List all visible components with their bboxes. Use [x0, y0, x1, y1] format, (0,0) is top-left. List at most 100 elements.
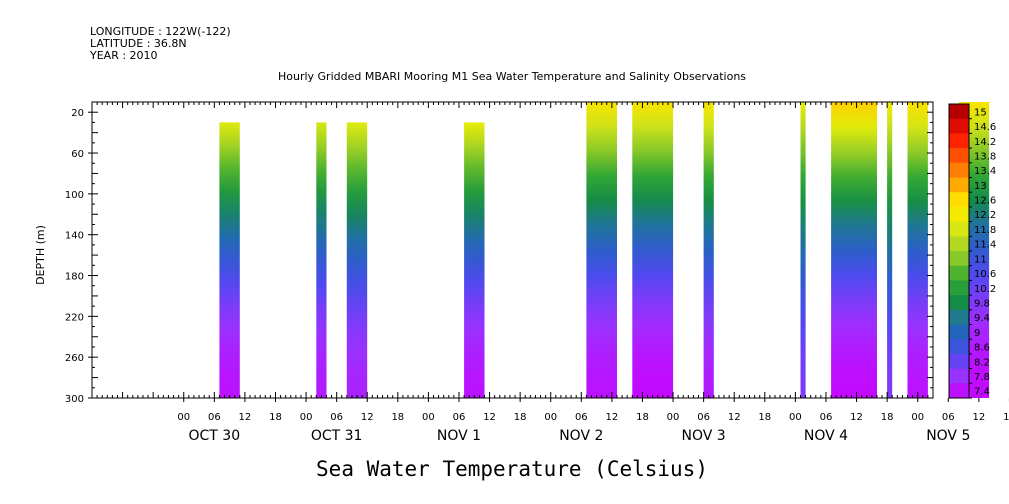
x-tick-label: 18: [1003, 412, 1009, 423]
x-tick-label: 06: [697, 412, 710, 423]
y-tick-label: 260: [65, 353, 84, 364]
colorbar-label: 12.2: [974, 210, 996, 221]
colorbar-label: 9.8: [974, 299, 990, 310]
colorbar-swatch: [949, 162, 969, 178]
colorbar-swatch: [949, 236, 969, 252]
colorbar-swatch: [949, 324, 969, 340]
colorbar-swatch: [949, 133, 969, 149]
day-label: OCT 31: [311, 428, 363, 444]
x-tick-label: 06: [330, 412, 343, 423]
colorbar-label: 11.8: [974, 225, 996, 236]
x-tick-label: 00: [177, 412, 190, 423]
x-tick-label: 18: [514, 412, 527, 423]
x-tick-label: 06: [575, 412, 588, 423]
colorbar-swatch: [949, 368, 969, 384]
colorbar-label: 11.4: [974, 240, 996, 251]
colorbar-swatch: [949, 177, 969, 193]
colorbar-swatch: [949, 265, 969, 281]
colorbar-swatch: [949, 104, 969, 120]
day-label: OCT 30: [189, 428, 241, 444]
latitude-label: LATITUDE : 36.8N: [90, 37, 187, 50]
colorbar-label: 9.4: [974, 313, 990, 324]
data-segment: [346, 122, 368, 399]
bottom-label: Sea Water Temperature (Celsius): [316, 457, 708, 481]
colorbar-swatch: [949, 221, 969, 237]
colorbar-label: 7.4: [974, 387, 990, 398]
colorbar-swatch: [949, 353, 969, 370]
x-tick-label: 06: [453, 412, 466, 423]
colorbar: 15 14.6 14.2 13.8 13.4 13 12.6 12.2 11.8 11.4 11 10…: [948, 103, 996, 399]
colorbar-swatch: [949, 280, 969, 296]
plot-frame: [91, 101, 934, 399]
data-segment: [316, 122, 327, 399]
x-tick-label: 12: [606, 412, 619, 423]
colorbar-label: 13.4: [974, 166, 996, 177]
data-segment: [800, 102, 806, 398]
y-tick-label: 140: [65, 231, 84, 242]
colorbar-swatch: [949, 251, 969, 267]
day-label: NOV 5: [926, 428, 970, 444]
colorbar-swatch: [949, 295, 969, 311]
y-tick-label: 300: [65, 394, 84, 405]
data-segment: [586, 102, 617, 398]
x-tick-label: 12: [850, 412, 863, 423]
data-segment: [831, 102, 877, 398]
colorbar-label: 8.2: [974, 357, 990, 368]
x-tick-label: 00: [789, 412, 802, 423]
colorbar-label: 13: [974, 181, 987, 192]
x-tick-label: 12: [483, 412, 496, 423]
colorbar-label: 11: [974, 254, 987, 265]
y-tick-label: 20: [71, 108, 84, 119]
x-tick-label: 12: [361, 412, 374, 423]
colorbar-label: 12.6: [974, 196, 996, 207]
x-tick-label: 18: [636, 412, 649, 423]
colorbar-label: 10.2: [974, 284, 996, 295]
colorbar-swatch: [949, 192, 969, 208]
data-segment: [703, 102, 714, 398]
longitude-label: LONGITUDE : 122W(-122): [90, 25, 231, 38]
year-label: YEAR : 2010: [89, 49, 158, 62]
x-tick-label: 00: [911, 412, 924, 423]
data-segment: [632, 102, 674, 398]
colorbar-swatch: [949, 339, 969, 355]
colorbar-frame: [948, 103, 970, 399]
colorbar-label: 14.6: [974, 122, 996, 133]
day-label: NOV 3: [682, 428, 726, 444]
x-tick-label: 12: [728, 412, 741, 423]
day-label: NOV 2: [559, 428, 603, 444]
colorbar-swatch: [949, 206, 969, 223]
data-segment: [887, 102, 893, 398]
x-tick-label: 12: [973, 412, 986, 423]
plot-area: [219, 102, 990, 399]
y-tick-label: 100: [65, 190, 84, 201]
x-tick-label: 18: [758, 412, 771, 423]
x-tick-label: 18: [269, 412, 282, 423]
chart-title: Hourly Gridded MBARI Mooring M1 Sea Wate…: [278, 70, 746, 83]
day-label: NOV 1: [437, 428, 481, 444]
x-tick-label: 06: [942, 412, 955, 423]
colorbar-label: 14.2: [974, 137, 996, 148]
x-tick-label: 00: [300, 412, 313, 423]
x-tick-label: 00: [422, 412, 435, 423]
x-tick-label: 06: [208, 412, 221, 423]
x-tick-label: 12: [239, 412, 252, 423]
colorbar-swatch: [949, 118, 969, 134]
colorbar-label: 7.8: [974, 372, 990, 383]
day-label: NOV 4: [804, 428, 848, 444]
colorbar-swatch: [949, 309, 969, 325]
x-tick-label: 00: [667, 412, 680, 423]
colorbar-swatch: [949, 148, 969, 164]
axes: 00 06 12 18 00 06 12 18 00 06 12 18 00 06 12 18 00 06 12 18…: [65, 101, 1009, 444]
colorbar-label: 9: [974, 328, 980, 339]
x-tick-label: 18: [391, 412, 404, 423]
colorbar-label: 8.6: [974, 343, 990, 354]
x-tick-label: 18: [881, 412, 894, 423]
y-tick-label: 220: [65, 312, 84, 323]
colorbar-swatch: [949, 383, 969, 399]
x-tick-label: 00: [544, 412, 557, 423]
y-tick-label: 180: [65, 272, 84, 283]
data-segment: [907, 102, 928, 398]
x-tick-label: 06: [820, 412, 833, 423]
data-segment: [219, 122, 240, 399]
